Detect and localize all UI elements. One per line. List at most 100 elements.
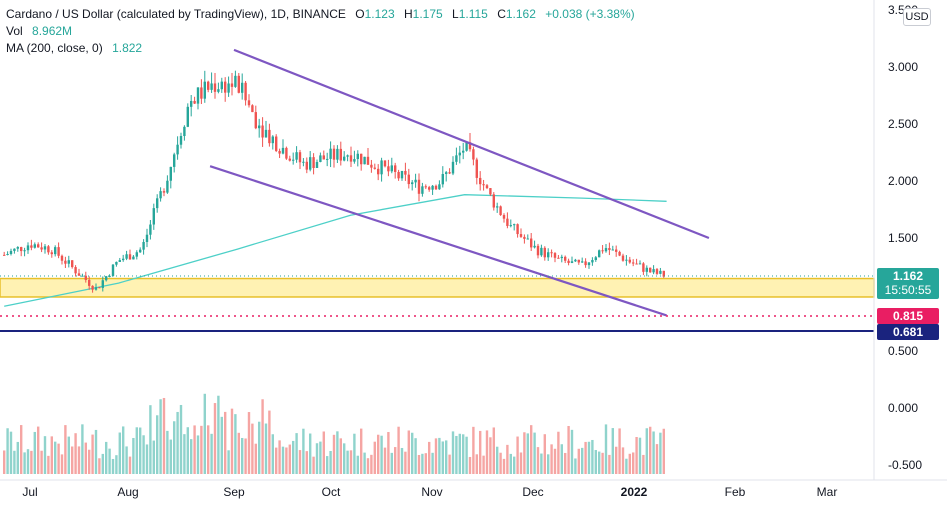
- candle-body: [516, 224, 519, 235]
- legend-vol-value: 8.962M: [32, 24, 73, 38]
- volume-bar: [601, 452, 604, 474]
- candle-body: [298, 152, 302, 163]
- legend-vol-label: Vol: [6, 24, 23, 38]
- candle-body: [247, 100, 251, 106]
- volume-bar: [529, 425, 533, 474]
- volume-bar: [427, 441, 431, 474]
- volume-bar: [475, 454, 478, 474]
- candle-body: [152, 208, 155, 225]
- candle-body: [628, 259, 631, 263]
- candle-body: [217, 89, 220, 92]
- candle-body: [251, 105, 254, 113]
- volume-bar: [261, 399, 264, 474]
- volume-bar: [186, 427, 189, 474]
- candle-body: [604, 248, 608, 252]
- candle-body: [638, 263, 642, 265]
- volume-bar: [206, 425, 210, 474]
- candle-body: [346, 155, 349, 157]
- candle-body: [635, 263, 638, 265]
- candle-body: [322, 155, 325, 160]
- candle-body: [512, 224, 516, 226]
- x-tick-label: Oct: [322, 485, 341, 499]
- volume-bar: [410, 432, 414, 474]
- candle-body: [458, 152, 461, 156]
- volume-bar: [91, 434, 94, 474]
- candle-body: [278, 150, 281, 154]
- candle-body: [444, 172, 448, 175]
- candle-body: [353, 159, 356, 162]
- candle-body: [489, 188, 492, 195]
- candle-body: [230, 83, 234, 87]
- candle-body: [206, 81, 210, 90]
- candle-body: [526, 238, 529, 240]
- volume-bar: [659, 432, 662, 474]
- volume-bar: [642, 454, 645, 474]
- volume-bar: [149, 405, 152, 474]
- candle-body: [74, 267, 77, 274]
- volume-bar: [591, 439, 594, 474]
- candle-body: [125, 254, 128, 259]
- candle-body: [108, 275, 111, 277]
- candle-body: [186, 106, 189, 127]
- candle-body: [611, 249, 614, 251]
- volume-bar: [492, 427, 495, 474]
- volume-bar: [349, 450, 353, 474]
- candle-body: [662, 270, 665, 277]
- candle-body: [339, 148, 342, 161]
- candle-body: [400, 170, 404, 179]
- volume-bar: [30, 450, 33, 474]
- candle-body: [601, 250, 604, 252]
- volume-bar: [152, 440, 155, 474]
- candle-body: [546, 252, 550, 258]
- candle-body: [359, 153, 363, 165]
- volume-bar: [478, 430, 482, 474]
- volume-bar: [628, 453, 631, 474]
- candle-body: [608, 248, 611, 251]
- volume-bar: [288, 444, 291, 474]
- volume-bar: [172, 421, 176, 474]
- volume-bar: [506, 444, 509, 474]
- volume-bar: [67, 436, 70, 474]
- volume-bar: [567, 425, 570, 474]
- volume-bar: [635, 437, 638, 474]
- volume-bar: [244, 438, 247, 474]
- candle-body: [533, 245, 536, 248]
- legend-close: 1.162: [505, 7, 536, 21]
- chart-legend: Cardano / US Dollar (calculated by Tradi…: [6, 6, 635, 57]
- support-zone: [0, 277, 875, 298]
- volume-bar: [625, 458, 628, 474]
- candle-body: [227, 83, 230, 93]
- x-tick-label: Nov: [421, 485, 442, 499]
- legend-ma-label: MA (200, close, 0): [6, 41, 103, 55]
- candle-body: [376, 168, 380, 175]
- volume-bar: [53, 441, 57, 474]
- candle-body: [43, 246, 47, 250]
- volume-bar: [482, 455, 485, 474]
- volume-bar: [655, 444, 659, 474]
- volume-bar: [336, 431, 339, 474]
- volume-bar: [621, 447, 625, 474]
- candle-body: [495, 206, 499, 208]
- volume-bar: [101, 453, 104, 474]
- volume-bar: [390, 452, 393, 474]
- currency-button[interactable]: USD: [903, 8, 931, 26]
- volume-bar: [13, 450, 16, 474]
- legend-ma-value: 1.822: [112, 41, 143, 55]
- volume-bar: [611, 428, 614, 474]
- candle-body: [121, 258, 125, 261]
- candle-body: [417, 179, 421, 194]
- volume-bar: [400, 447, 404, 474]
- candle-body: [91, 285, 94, 290]
- volume-bar: [441, 441, 444, 474]
- candle-body: [128, 254, 132, 260]
- candle-body: [87, 279, 91, 286]
- candle-body: [553, 253, 557, 258]
- candle-body: [625, 259, 628, 261]
- channel-lower-line: [209, 165, 667, 317]
- candle-body: [325, 158, 329, 160]
- volume-bar: [217, 395, 220, 474]
- volume-bar: [373, 441, 376, 474]
- candle-body: [223, 81, 227, 93]
